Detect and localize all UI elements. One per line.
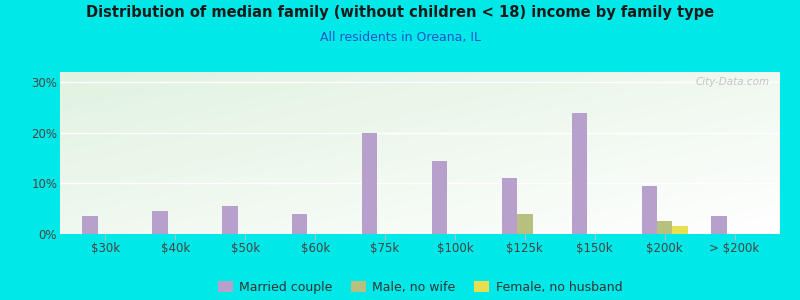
Legend: Married couple, Male, no wife, Female, no husband: Married couple, Male, no wife, Female, n… (213, 276, 627, 299)
Bar (517, 214, 533, 234)
Bar (222, 206, 238, 234)
Bar (572, 112, 587, 234)
Text: All residents in Oreana, IL: All residents in Oreana, IL (319, 32, 481, 44)
Text: City-Data.com: City-Data.com (695, 77, 770, 87)
Bar (432, 160, 447, 234)
Bar (362, 133, 378, 234)
Bar (657, 221, 672, 234)
Bar (502, 178, 517, 234)
Text: Distribution of median family (without children < 18) income by family type: Distribution of median family (without c… (86, 4, 714, 20)
Bar (292, 214, 307, 234)
Bar (152, 211, 168, 234)
Bar (711, 216, 727, 234)
Bar (672, 226, 688, 234)
Bar (82, 216, 98, 234)
Bar (642, 186, 657, 234)
